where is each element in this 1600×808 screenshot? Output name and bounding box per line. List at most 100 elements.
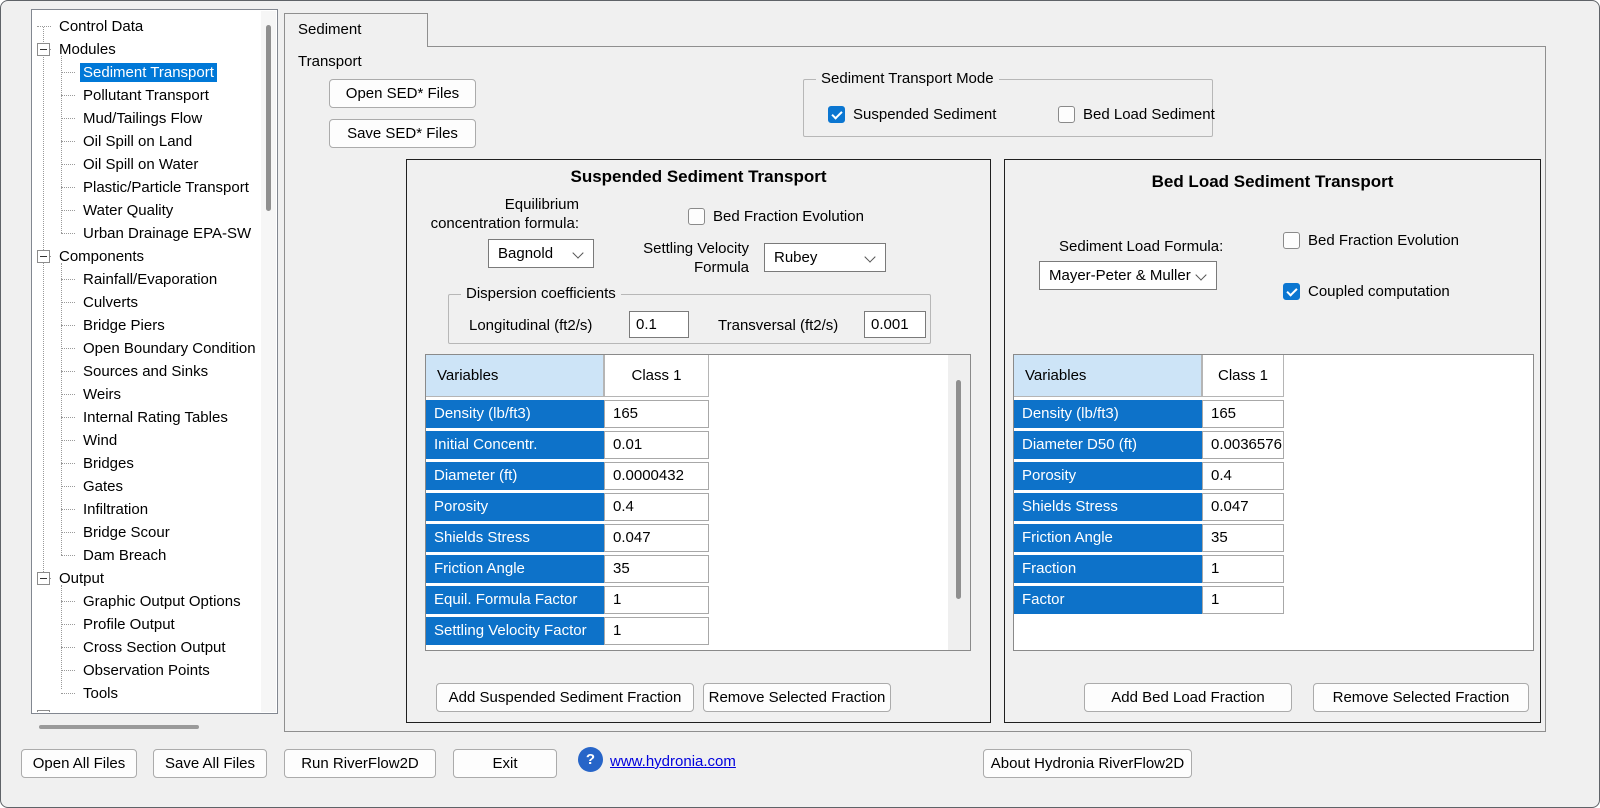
tree-item[interactable]: Internal Rating Tables xyxy=(33,406,261,429)
tree-item[interactable]: Graphic Output Options xyxy=(33,590,261,613)
tree-horizontal-scrollbar[interactable] xyxy=(39,725,199,729)
tree-item[interactable]: Control Data xyxy=(33,15,261,38)
tree-item[interactable] xyxy=(33,705,261,712)
tree-item[interactable]: Modules xyxy=(33,38,261,61)
variable-cell[interactable]: Porosity xyxy=(426,493,604,521)
save-all-files-button[interactable]: Save All Files xyxy=(153,749,267,778)
tree-item[interactable]: Tools xyxy=(33,682,261,705)
value-cell[interactable]: 1 xyxy=(1202,555,1284,583)
tree-item[interactable]: Profile Output xyxy=(33,613,261,636)
tree-item[interactable]: Open Boundary Condition xyxy=(33,337,261,360)
tree-scrollbar-thumb[interactable] xyxy=(266,25,271,211)
tree-item[interactable]: Mud/Tailings Flow xyxy=(33,107,261,130)
tree-item[interactable]: Rainfall/Evaporation xyxy=(33,268,261,291)
run-riverflow2d-button[interactable]: Run RiverFlow2D xyxy=(284,749,436,778)
variable-cell[interactable]: Settling Velocity Factor xyxy=(426,617,604,645)
tree-item[interactable]: Sources and Sinks xyxy=(33,360,261,383)
value-cell[interactable]: 1 xyxy=(604,586,709,614)
hydronia-link[interactable]: www.hydronia.com xyxy=(610,753,736,770)
tree-item[interactable]: Gates xyxy=(33,475,261,498)
variable-cell[interactable]: Equil. Formula Factor xyxy=(426,586,604,614)
remove-suspended-fraction-button[interactable]: Remove Selected Fraction xyxy=(703,683,891,712)
tree-item[interactable]: Observation Points xyxy=(33,659,261,682)
exit-button[interactable]: Exit xyxy=(453,749,557,778)
save-sed-files-button[interactable]: Save SED* Files xyxy=(329,119,476,148)
tree-item[interactable]: Output xyxy=(33,567,261,590)
tree-item[interactable]: Weirs xyxy=(33,383,261,406)
value-cell[interactable]: 35 xyxy=(604,555,709,583)
value-cell[interactable]: 0.047 xyxy=(604,524,709,552)
tree-item[interactable]: Urban Drainage EPA-SW xyxy=(33,222,261,245)
variables-column-header[interactable]: Variables xyxy=(426,355,604,397)
tree-scrollbar[interactable] xyxy=(261,11,276,712)
variable-cell[interactable]: Shields Stress xyxy=(1014,493,1202,521)
value-cell[interactable]: 0.4 xyxy=(1202,462,1284,490)
value-cell[interactable]: 35 xyxy=(1202,524,1284,552)
coupled-computation-checkbox-row[interactable]: Coupled computation xyxy=(1283,282,1450,300)
variable-cell[interactable]: Density (lb/ft3) xyxy=(1014,400,1202,428)
settling-velocity-select[interactable]: Rubey xyxy=(764,243,886,272)
value-cell[interactable]: 0.0036576 xyxy=(1202,431,1284,459)
suspended-bed-fraction-checkbox[interactable] xyxy=(688,207,705,225)
suspended-bed-fraction-checkbox-row[interactable]: Bed Fraction Evolution xyxy=(688,207,864,225)
collapse-icon[interactable] xyxy=(37,710,50,712)
value-cell[interactable]: 165 xyxy=(1202,400,1284,428)
longitudinal-input[interactable] xyxy=(629,311,689,338)
open-sed-files-button[interactable]: Open SED* Files xyxy=(329,79,476,108)
collapse-icon[interactable] xyxy=(37,43,50,56)
bed-fraction-evolution-checkbox[interactable] xyxy=(1283,231,1300,249)
collapse-icon[interactable] xyxy=(37,250,50,263)
variable-cell[interactable]: Shields Stress xyxy=(426,524,604,552)
remove-bed-load-fraction-button[interactable]: Remove Selected Fraction xyxy=(1313,683,1529,712)
value-cell[interactable]: 1 xyxy=(604,617,709,645)
tree-item[interactable]: Oil Spill on Land xyxy=(33,130,261,153)
value-cell[interactable]: 0.0000432 xyxy=(604,462,709,490)
variable-cell[interactable]: Factor xyxy=(1014,586,1202,614)
variable-cell[interactable]: Density (lb/ft3) xyxy=(426,400,604,428)
tree-item[interactable]: Sediment Transport xyxy=(33,61,261,84)
coupled-computation-checkbox[interactable] xyxy=(1283,282,1300,300)
bed-load-sediment-checkbox[interactable] xyxy=(1058,105,1075,123)
transversal-input[interactable] xyxy=(864,311,926,338)
suspended-table-scrollbar[interactable] xyxy=(948,355,970,650)
tree-item[interactable]: Culverts xyxy=(33,291,261,314)
tree-item[interactable]: Oil Spill on Water xyxy=(33,153,261,176)
sediment-load-formula-select[interactable]: Mayer-Peter & Muller xyxy=(1039,261,1217,290)
open-all-files-button[interactable]: Open All Files xyxy=(21,749,137,778)
tree-item[interactable]: Bridges xyxy=(33,452,261,475)
tree-item[interactable]: Wind xyxy=(33,429,261,452)
value-cell[interactable]: 1 xyxy=(1202,586,1284,614)
value-cell[interactable]: 0.047 xyxy=(1202,493,1284,521)
class1-column-header[interactable]: Class 1 xyxy=(1202,355,1284,397)
value-cell[interactable]: 165 xyxy=(604,400,709,428)
tab-sediment-transport[interactable]: Sediment Transport xyxy=(284,13,428,70)
tree-item[interactable]: Cross Section Output xyxy=(33,636,261,659)
suspended-sediment-checkbox[interactable] xyxy=(828,105,845,123)
variable-cell[interactable]: Porosity xyxy=(1014,462,1202,490)
add-suspended-fraction-button[interactable]: Add Suspended Sediment Fraction xyxy=(436,683,694,712)
tree-item[interactable]: Water Quality xyxy=(33,199,261,222)
tree-item[interactable]: Plastic/Particle Transport xyxy=(33,176,261,199)
variables-column-header[interactable]: Variables xyxy=(1014,355,1202,397)
tree-item[interactable]: Bridge Scour xyxy=(33,521,261,544)
value-cell[interactable]: 0.01 xyxy=(604,431,709,459)
variable-cell[interactable]: Initial Concentr. xyxy=(426,431,604,459)
variable-cell[interactable]: Fraction xyxy=(1014,555,1202,583)
class1-column-header[interactable]: Class 1 xyxy=(604,355,709,397)
tree-item[interactable]: Infiltration xyxy=(33,498,261,521)
bed-fraction-evolution-checkbox-row[interactable]: Bed Fraction Evolution xyxy=(1283,231,1459,249)
bed-load-sediment-checkbox-row[interactable]: Bed Load Sediment xyxy=(1058,105,1215,123)
variable-cell[interactable]: Diameter (ft) xyxy=(426,462,604,490)
collapse-icon[interactable] xyxy=(37,572,50,585)
help-icon[interactable]: ? xyxy=(578,747,603,772)
about-riverflow2d-button[interactable]: About Hydronia RiverFlow2D xyxy=(983,749,1192,778)
suspended-sediment-checkbox-row[interactable]: Suspended Sediment xyxy=(828,105,996,123)
tree-item[interactable]: Dam Breach xyxy=(33,544,261,567)
equilibrium-formula-select[interactable]: Bagnold xyxy=(488,239,594,268)
suspended-table-scrollbar-thumb[interactable] xyxy=(956,380,961,599)
add-bed-load-fraction-button[interactable]: Add Bed Load Fraction xyxy=(1084,683,1292,712)
variable-cell[interactable]: Diameter D50 (ft) xyxy=(1014,431,1202,459)
value-cell[interactable]: 0.4 xyxy=(604,493,709,521)
variable-cell[interactable]: Friction Angle xyxy=(426,555,604,583)
tree-item[interactable]: Pollutant Transport xyxy=(33,84,261,107)
